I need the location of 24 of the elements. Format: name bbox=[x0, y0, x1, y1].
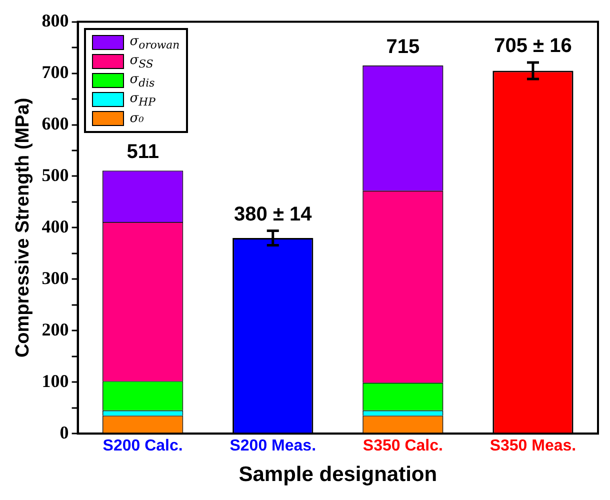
x-tick-label: S200 Calc. bbox=[102, 438, 183, 455]
total-label: 511 bbox=[126, 141, 159, 164]
y-tick-label: 700 bbox=[42, 62, 69, 82]
y-tick-label: 800 bbox=[42, 10, 69, 30]
legend-label: σ$_{HP}$ bbox=[130, 90, 156, 108]
y-tick-label: 300 bbox=[42, 268, 69, 288]
x-axis-title: Sample designation bbox=[238, 463, 438, 486]
x-tick-label: S350 Calc. bbox=[362, 438, 443, 455]
y-tick-label: 0 bbox=[60, 422, 69, 442]
legend-label: σ$_{orowan}$ bbox=[130, 34, 180, 52]
x-tick-label: S350 Meas. bbox=[490, 438, 576, 455]
legend-label: σ$_{SS}$ bbox=[130, 52, 154, 70]
x-tick-label: S200 Meas. bbox=[230, 438, 316, 455]
y-tick-label: 400 bbox=[42, 216, 69, 236]
legend-label: σ₀ bbox=[130, 110, 144, 126]
y-tick-label: 500 bbox=[42, 164, 69, 185]
y-tick-label: 600 bbox=[42, 113, 69, 134]
y-tick-label: 200 bbox=[42, 319, 69, 340]
y-axis-title: Compressive Strength (MPa) bbox=[12, 98, 34, 358]
data-label: 380 ± 14 bbox=[234, 203, 313, 226]
y-tick-label: 100 bbox=[42, 370, 69, 391]
data-label: 705 ± 16 bbox=[494, 34, 572, 57]
total-label: 715 bbox=[386, 36, 420, 58]
legend-label: σ$_{dis}$ bbox=[130, 72, 155, 90]
